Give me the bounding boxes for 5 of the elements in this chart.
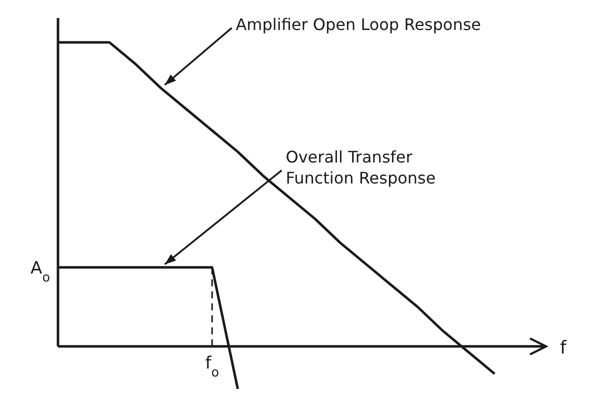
annotation: f$_{o}$ bbox=[205, 353, 220, 380]
text: f bbox=[560, 337, 567, 358]
text: A$_{o}$ bbox=[30, 258, 50, 285]
text: Amplifier Open Loop Response bbox=[236, 14, 482, 34]
annotation: Overall Transfer Function Response bbox=[286, 147, 436, 188]
